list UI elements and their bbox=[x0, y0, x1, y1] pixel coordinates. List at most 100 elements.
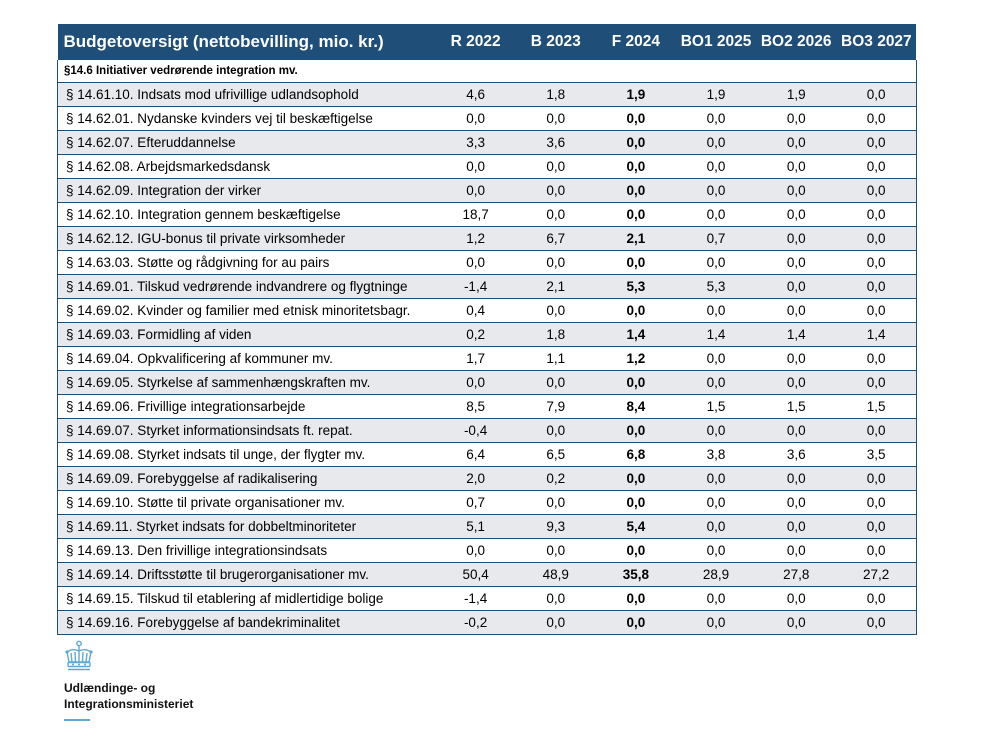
row-value: 0,0 bbox=[435, 538, 516, 563]
organisation-underline bbox=[64, 719, 90, 721]
row-value: 0,0 bbox=[675, 154, 757, 179]
row-value: 0,0 bbox=[675, 466, 757, 491]
row-label: § 14.69.05. Styrkelse af sammenhængskraf… bbox=[57, 370, 436, 395]
row-value: 0,0 bbox=[836, 418, 917, 443]
row-value: 0,0 bbox=[675, 370, 757, 395]
row-value: 0,0 bbox=[595, 538, 676, 563]
row-value: 0,0 bbox=[675, 298, 757, 323]
row-value: 0,0 bbox=[595, 418, 676, 443]
table-row: § 14.69.15. Tilskud til etablering af mi… bbox=[57, 586, 917, 611]
row-value: 2,1 bbox=[595, 226, 676, 251]
row-value: 6,8 bbox=[595, 442, 676, 467]
row-value: 0,0 bbox=[836, 178, 917, 203]
row-value: 5,1 bbox=[435, 514, 516, 539]
row-value: 6,5 bbox=[515, 442, 596, 467]
table-row: § 14.69.11. Styrket indsats for dobbeltm… bbox=[57, 514, 917, 539]
row-value: 0,0 bbox=[756, 130, 837, 155]
table-row: § 14.69.16. Forebyggelse af bandekrimina… bbox=[57, 610, 917, 635]
row-value: 0,0 bbox=[435, 250, 516, 275]
row-value: 0,0 bbox=[675, 178, 757, 203]
row-value: 0,0 bbox=[675, 586, 757, 611]
row-value: 0,0 bbox=[435, 154, 516, 179]
row-value: 0,0 bbox=[836, 106, 917, 131]
row-value: 3,6 bbox=[515, 130, 596, 155]
row-value: 0,0 bbox=[515, 298, 596, 323]
row-value: 0,2 bbox=[515, 466, 596, 491]
row-value: 1,1 bbox=[515, 346, 596, 371]
table-row: § 14.62.08. Arbejdsmarkedsdansk 0,0 0,0 0,0… bbox=[57, 154, 917, 179]
row-value: 0,0 bbox=[595, 370, 676, 395]
row-value: 0,0 bbox=[515, 490, 596, 515]
row-label: § 14.69.14. Driftsstøtte til brugerorgan… bbox=[57, 562, 436, 587]
row-value: 0,0 bbox=[756, 418, 837, 443]
row-label: § 14.69.07. Styrket informationsindsats … bbox=[57, 418, 436, 443]
table-row: § 14.63.03. Støtte og rådgivning for au … bbox=[57, 250, 917, 275]
table-row: § 14.69.10. Støtte til private organisat… bbox=[57, 490, 917, 515]
row-label: § 14.69.16. Forebyggelse af bandekrimina… bbox=[57, 610, 436, 635]
row-value: 2,0 bbox=[435, 466, 516, 491]
row-value: 8,5 bbox=[435, 394, 516, 419]
row-value: 6,4 bbox=[435, 442, 516, 467]
row-label: § 14.69.03. Formidling af viden bbox=[57, 322, 436, 347]
table-row: § 14.69.01. Tilskud vedrørende indvandre… bbox=[57, 274, 917, 299]
column-header: B 2023 bbox=[515, 24, 596, 60]
row-value: 0,0 bbox=[836, 202, 917, 227]
crown-icon bbox=[65, 640, 93, 671]
table-row: § 14.69.09. Forebyggelse af radikaliseri… bbox=[57, 466, 917, 491]
row-value: 0,0 bbox=[515, 250, 596, 275]
row-label: § 14.69.11. Styrket indsats for dobbeltm… bbox=[57, 514, 436, 539]
row-value: 0,0 bbox=[675, 250, 757, 275]
row-value: 5,3 bbox=[595, 274, 676, 299]
table-title: Budgetoversigt (nettobevilling, mio. kr.… bbox=[57, 24, 436, 60]
row-value: 0,0 bbox=[595, 106, 676, 131]
row-value: -1,4 bbox=[435, 274, 516, 299]
row-value: -0,2 bbox=[435, 610, 516, 635]
row-value: 0,0 bbox=[756, 298, 837, 323]
row-value: 0,0 bbox=[675, 346, 757, 371]
row-label: § 14.69.08. Styrket indsats til unge, de… bbox=[57, 442, 436, 467]
row-value: 1,7 bbox=[435, 346, 516, 371]
row-value: 0,0 bbox=[836, 346, 917, 371]
table-row: § 14.62.12. IGU-bonus til private virkso… bbox=[57, 226, 917, 251]
row-value: 1,8 bbox=[515, 322, 596, 347]
row-value: 3,5 bbox=[836, 442, 917, 467]
row-value: 48,9 bbox=[515, 562, 596, 587]
row-value: 0,0 bbox=[836, 370, 917, 395]
row-label: § 14.69.13. Den frivillige integrationsi… bbox=[57, 538, 436, 563]
row-label: § 14.69.04. Opkvalificering af kommuner … bbox=[57, 346, 436, 371]
row-value: 50,4 bbox=[435, 562, 516, 587]
row-label: § 14.62.07. Efteruddannelse bbox=[57, 130, 436, 155]
row-label: § 14.69.01. Tilskud vedrørende indvandre… bbox=[57, 274, 436, 299]
row-value: 1,5 bbox=[675, 394, 757, 419]
row-value: 0,0 bbox=[836, 586, 917, 611]
row-label: § 14.69.15. Tilskud til etablering af mi… bbox=[57, 586, 436, 611]
row-value: 0,0 bbox=[756, 178, 837, 203]
row-value: 1,4 bbox=[595, 322, 676, 347]
row-value: 0,0 bbox=[756, 370, 837, 395]
row-value: 0,0 bbox=[595, 298, 676, 323]
row-value: 0,0 bbox=[675, 130, 757, 155]
budget-table-container: Budgetoversigt (nettobevilling, mio. kr.… bbox=[57, 24, 917, 635]
row-value: 0,4 bbox=[435, 298, 516, 323]
row-value: 0,0 bbox=[756, 514, 837, 539]
row-value: 0,0 bbox=[675, 106, 757, 131]
column-header: BO3 2027 bbox=[836, 24, 917, 60]
row-value: 0,0 bbox=[435, 370, 516, 395]
row-value: 0,0 bbox=[435, 106, 516, 131]
table-row: § 14.62.10. Integration gennem beskæftig… bbox=[57, 202, 917, 227]
row-value: 1,8 bbox=[515, 82, 596, 107]
row-value: 0,0 bbox=[675, 490, 757, 515]
row-value: 1,9 bbox=[756, 82, 837, 107]
row-value: 0,0 bbox=[836, 298, 917, 323]
organisation-line-1: Udlændinge- og bbox=[64, 681, 156, 695]
row-value: 35,8 bbox=[595, 562, 676, 587]
row-value: 0,0 bbox=[756, 610, 837, 635]
row-value: 0,0 bbox=[595, 610, 676, 635]
row-value: 3,6 bbox=[756, 442, 837, 467]
row-label: § 14.62.10. Integration gennem beskæftig… bbox=[57, 202, 436, 227]
organisation-name: Udlændinge- og Integrationsministeriet bbox=[64, 680, 193, 712]
row-label: § 14.69.10. Støtte til private organisat… bbox=[57, 490, 436, 515]
table-row: § 14.61.10. Indsats mod ufrivillige udla… bbox=[57, 82, 917, 107]
row-value: 28,9 bbox=[675, 562, 757, 587]
row-value: 0,0 bbox=[515, 202, 596, 227]
